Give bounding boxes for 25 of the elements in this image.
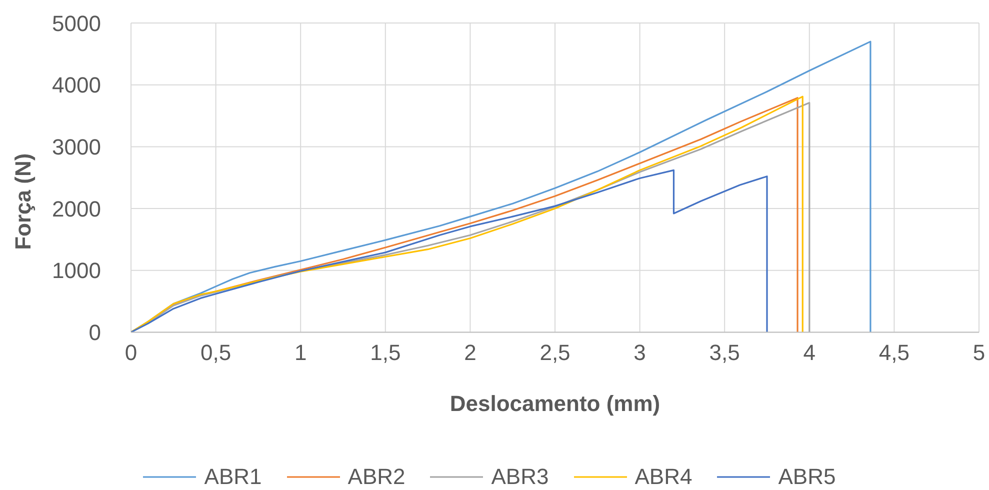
legend-label: ABR2 [348, 464, 406, 489]
x-axis-title: Deslocamento (mm) [450, 390, 660, 416]
legend-label: ABR3 [491, 464, 549, 489]
legend-label: ABR5 [778, 464, 836, 489]
y-tick-label: 5000 [52, 10, 101, 36]
y-tick-label: 3000 [52, 134, 101, 160]
x-tick-label: 2,5 [540, 340, 570, 365]
legend-label: ABR1 [204, 464, 262, 489]
y-tick-label: 1000 [52, 258, 101, 284]
x-tick-label: 1,5 [370, 340, 401, 365]
x-tick-label: 4,5 [878, 340, 910, 365]
x-tick-label: 0,5 [200, 340, 232, 365]
x-tick-label: 2 [464, 340, 476, 365]
legend-label: ABR4 [634, 464, 692, 489]
x-tick-label: 3 [634, 340, 646, 365]
x-tick-label: 4 [803, 340, 816, 365]
x-tick-label: 5 [972, 340, 986, 365]
y-tick-label: 2000 [52, 196, 101, 222]
x-tick-label: 0 [124, 340, 138, 365]
y-tick-label: 0 [88, 320, 101, 346]
x-tick-label: 3,5 [709, 340, 740, 365]
x-tick-label: 1 [294, 340, 307, 365]
line-series [131, 169, 768, 332]
y-axis-title: Força (N) [10, 153, 36, 250]
y-tick-label: 4000 [52, 72, 101, 98]
